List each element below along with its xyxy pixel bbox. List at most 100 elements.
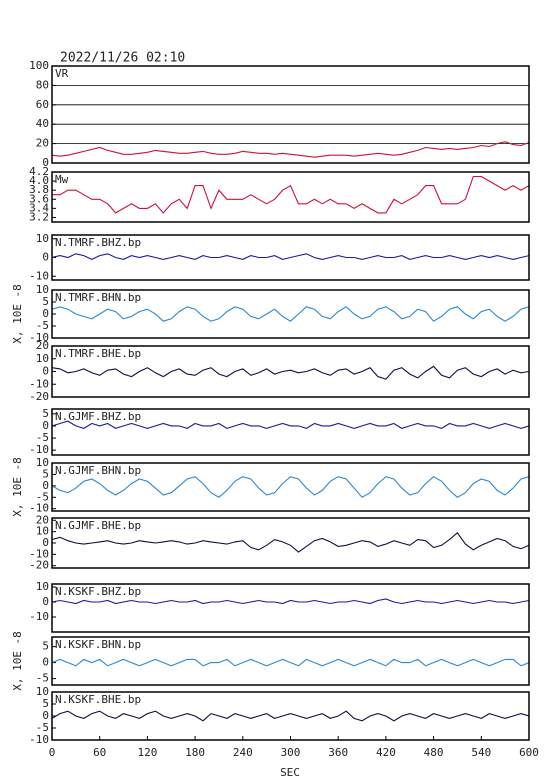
y-axis-label: X, 10E -8: [11, 631, 24, 691]
trace: [52, 253, 529, 261]
panel-frame: [51, 234, 530, 281]
x-tick-label: 180: [185, 746, 205, 759]
panel-frame: [51, 583, 530, 633]
x-tick-label: 420: [376, 746, 396, 759]
x-axis-label: SEC: [280, 766, 300, 779]
panel-frame: [51, 636, 530, 686]
y-tick-label: -20: [29, 390, 49, 403]
y-tick-label: 10: [36, 352, 49, 365]
y-tick-label: -10: [29, 733, 49, 746]
y-tick-label: 0: [42, 156, 49, 169]
y-tick-label: 10: [36, 580, 49, 593]
panel-label: N.KSKF.BHE.bp: [55, 693, 141, 706]
trace: [52, 175, 529, 214]
trace: [52, 365, 529, 380]
y-tick-label: -10: [29, 331, 49, 344]
x-tick-label: 480: [424, 746, 444, 759]
y-tick-label: 100: [29, 59, 49, 72]
y-tick-label: -10: [29, 269, 49, 282]
y-tick-label: -10: [29, 502, 49, 515]
y-tick-label: -10: [29, 547, 49, 560]
x-tick-label: 240: [233, 746, 253, 759]
panel-label: Mw: [55, 173, 69, 186]
y-tick-label: 5: [42, 295, 49, 308]
x-tick-label: 360: [328, 746, 348, 759]
y-tick-label: -5: [36, 431, 49, 444]
y-tick-label: 10: [36, 525, 49, 538]
y-tick-label: -10: [29, 610, 49, 623]
trace: [52, 306, 529, 322]
trace: [52, 420, 529, 430]
y-tick-label: -5: [36, 672, 49, 685]
panel-label: N.GJMF.BHE.bp: [55, 519, 141, 532]
y-tick-label: 10: [36, 685, 49, 698]
panel-frame: [51, 171, 530, 223]
y-tick-label: -5: [36, 319, 49, 332]
trace: [52, 598, 529, 605]
x-tick-label: 600: [519, 746, 539, 759]
y-tick-label: 10: [36, 232, 49, 245]
trace: [52, 710, 529, 722]
trace: [52, 531, 529, 553]
panel-frame: [51, 462, 530, 512]
x-tick-label: 60: [93, 746, 106, 759]
y-axis-label: X, 10E -8: [11, 457, 24, 517]
panel-label: N.TMRF.BHZ.bp: [55, 236, 141, 249]
y-tick-label: 5: [42, 640, 49, 653]
y-tick-label: 0: [42, 479, 49, 492]
y-tick-label: 5: [42, 697, 49, 710]
y-tick-label: 5: [42, 467, 49, 480]
y-tick-label: 0: [42, 419, 49, 432]
y-tick-label: 0: [42, 709, 49, 722]
y-tick-label: 10: [36, 456, 49, 469]
y-tick-label: 3.8: [29, 183, 49, 196]
panel-frame: [51, 517, 530, 569]
y-tick-label: 10: [36, 283, 49, 296]
trace: [52, 476, 529, 499]
panel-frame: [51, 289, 530, 339]
y-tick-label: 0: [42, 365, 49, 378]
y-tick-label: 40: [36, 117, 49, 130]
chart-title: 2022/11/26 02:10: [60, 51, 185, 66]
x-tick-label: 120: [137, 746, 157, 759]
x-tick-label: 540: [471, 746, 491, 759]
panel-frame: [51, 408, 530, 456]
y-tick-label: 20: [36, 137, 49, 150]
panel-frame: [51, 345, 530, 398]
y-tick-label: 3.6: [29, 192, 49, 205]
y-tick-label: 0: [42, 656, 49, 669]
y-tick-label: -20: [29, 559, 49, 572]
panel-frame: [51, 65, 530, 164]
y-tick-label: -5: [36, 721, 49, 734]
panel-label: N.KSKF.BHZ.bp: [55, 585, 141, 598]
panel-label: VR: [55, 67, 69, 80]
y-axis-label: X, 10E -8: [11, 284, 24, 344]
trace: [52, 141, 529, 158]
x-tick-label: 0: [49, 746, 56, 759]
panel-label: N.KSKF.BHN.bp: [55, 638, 141, 651]
y-tick-label: 20: [36, 513, 49, 526]
y-tick-label: 3.4: [29, 201, 49, 214]
y-tick-label: 20: [36, 339, 49, 352]
panel-label: N.TMRF.BHN.bp: [55, 291, 141, 304]
panel-label: N.GJMF.BHN.bp: [55, 464, 141, 477]
trace: [52, 658, 529, 667]
y-tick-label: 80: [36, 78, 49, 91]
y-tick-label: 4.2: [29, 165, 49, 178]
y-tick-label: 4.0: [29, 174, 49, 187]
y-tick-label: 0: [42, 595, 49, 608]
y-tick-label: 5: [42, 407, 49, 420]
y-tick-label: 0: [42, 251, 49, 264]
y-tick-label: -5: [36, 490, 49, 503]
y-tick-label: 3.2: [29, 210, 49, 223]
y-tick-label: 60: [36, 98, 49, 111]
panel-label: N.GJMF.BHZ.bp: [55, 410, 141, 423]
y-tick-label: -10: [29, 377, 49, 390]
y-tick-label: 0: [42, 307, 49, 320]
x-tick-label: 300: [281, 746, 301, 759]
y-tick-label: 0: [42, 536, 49, 549]
y-tick-label: -10: [29, 443, 49, 456]
panel-label: N.TMRF.BHE.bp: [55, 347, 141, 360]
